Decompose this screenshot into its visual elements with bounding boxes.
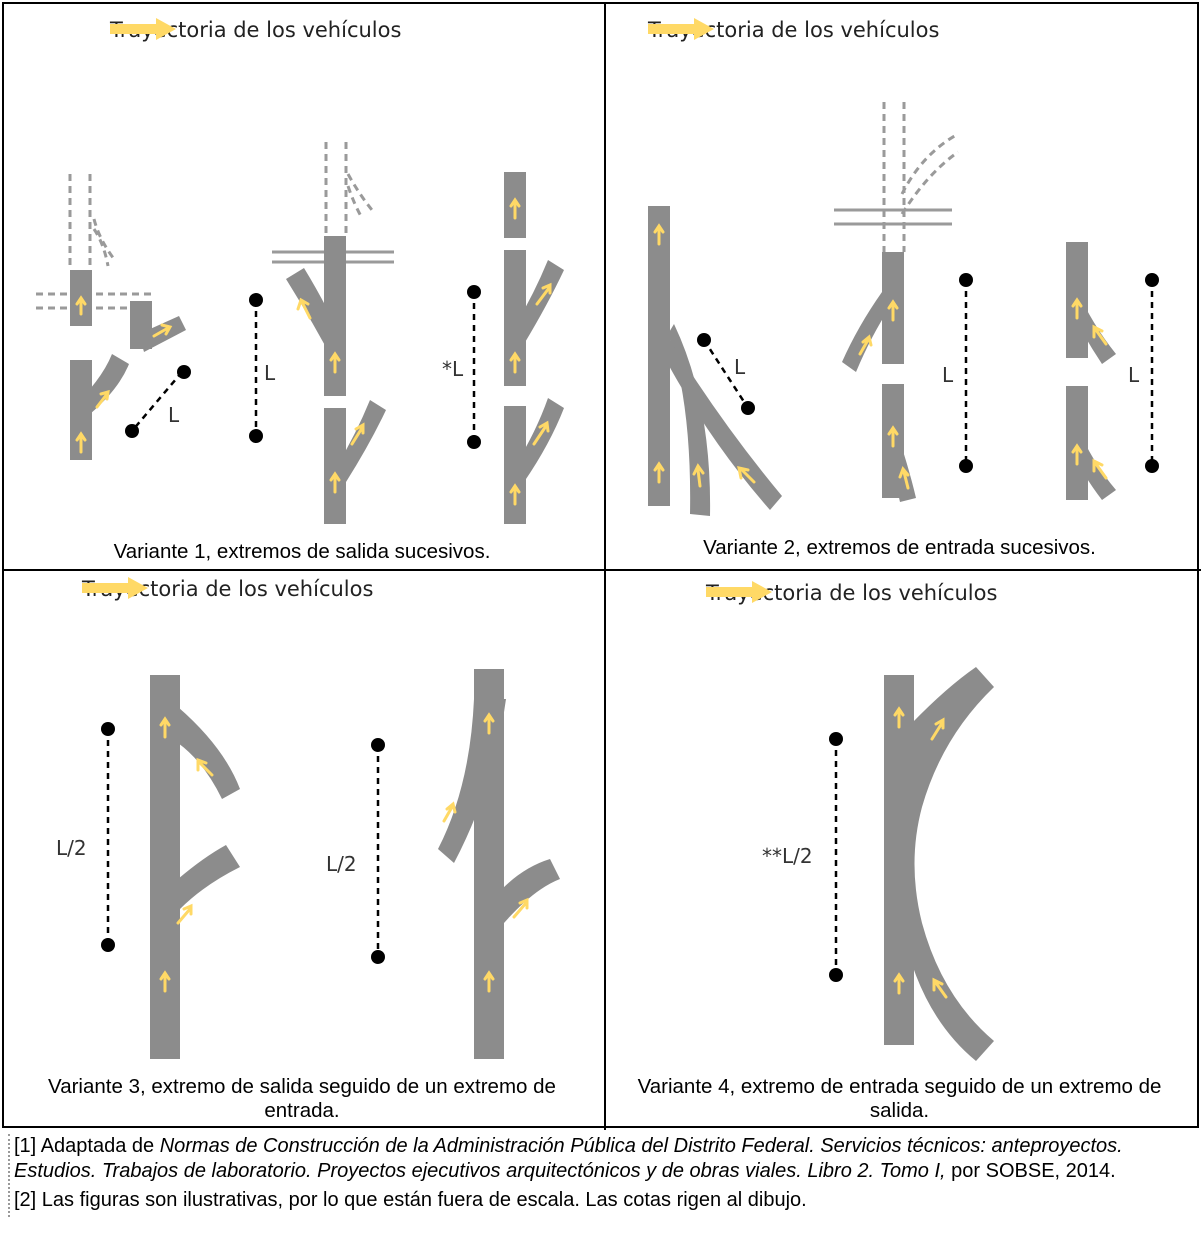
dimension-endpoints [101, 722, 385, 964]
panel-caption: Variante 3, extremo de salida seguido de… [48, 1075, 556, 1122]
panel-caption: Variante 2, extremos de entrada sucesivo… [703, 536, 1096, 559]
dashed-context-lines [882, 102, 959, 252]
legend-arrow-icon [110, 18, 176, 40]
grid-vertical-divider [604, 4, 606, 1130]
note-source-suffix: por SOBSE, 2014. [945, 1160, 1116, 1182]
dimension-endpoints [125, 285, 481, 449]
panel-caption: Variante 4, extremo de entrada seguido d… [637, 1075, 1162, 1122]
dimension-label: L/2 [326, 852, 357, 876]
panel-variante-1: Trayectoria de los vehículos [4, 4, 600, 567]
roads [648, 206, 1116, 516]
legend: Trayectoria de los vehículos [706, 581, 997, 605]
note-source-prefix: [1] Adaptada de [14, 1135, 160, 1157]
legend-arrow-icon [82, 577, 148, 599]
legend: Trayectoria de los vehículos [110, 18, 401, 42]
variante-4-diagram: **L/2 [762, 667, 994, 1061]
legend: Trayectoria de los vehículos [82, 577, 373, 601]
dimension-label: *L [442, 357, 464, 381]
roads [70, 172, 564, 524]
trajectory-arrows [75, 197, 552, 506]
panel-variante-4: Trayectoria de los vehículos **L/2 Varia… [602, 567, 1197, 1127]
dimension-lines [131, 292, 476, 442]
dimension-label: L/2 [56, 836, 87, 860]
variante-1-diagram: L L *L [36, 142, 564, 524]
panel-variante-3: Trayectoria de los vehículos [4, 567, 600, 1127]
dimension-lines [106, 729, 380, 957]
trajectory-arrows [893, 706, 948, 999]
dimension-label: L [734, 355, 746, 379]
dimension-label: L [264, 361, 276, 385]
trajectory-arrows [653, 223, 1108, 490]
trajectory-arrows [159, 712, 529, 993]
legend-arrow-icon [648, 18, 714, 40]
figure-notes: [1] Adaptada de Normas de Construcción d… [8, 1134, 1201, 1217]
roads [150, 669, 560, 1059]
legend-arrow-icon [706, 581, 772, 603]
grid-horizontal-divider [4, 569, 1201, 571]
cross-street-lines [834, 208, 952, 226]
panel-variante-2: Trayectoria de los vehículos [602, 4, 1197, 567]
dimension-label: L [168, 403, 180, 427]
dimension-endpoints [697, 273, 1159, 473]
dimension-label: **L/2 [762, 844, 813, 868]
panel-caption: Variante 1, extremos de salida sucesivos… [113, 540, 491, 563]
note-scale: [2] Las figuras son ilustrativas, por lo… [14, 1189, 807, 1211]
note-source: [1] Adaptada de Normas de Construcción d… [14, 1134, 1201, 1184]
dimension-endpoints [829, 732, 843, 982]
figure-grid [2, 2, 1201, 1130]
dimension-label: L [942, 363, 954, 387]
dimension-lines [702, 280, 1154, 466]
legend: Trayectoria de los vehículos [648, 18, 939, 42]
dimension-label: L [1128, 363, 1140, 387]
variante-2-diagram: L L L [648, 102, 1159, 516]
variante-3-diagram: L/2 L/2 [56, 669, 560, 1059]
note-source-title: Normas de Construcción de la Administrac… [14, 1135, 1123, 1182]
